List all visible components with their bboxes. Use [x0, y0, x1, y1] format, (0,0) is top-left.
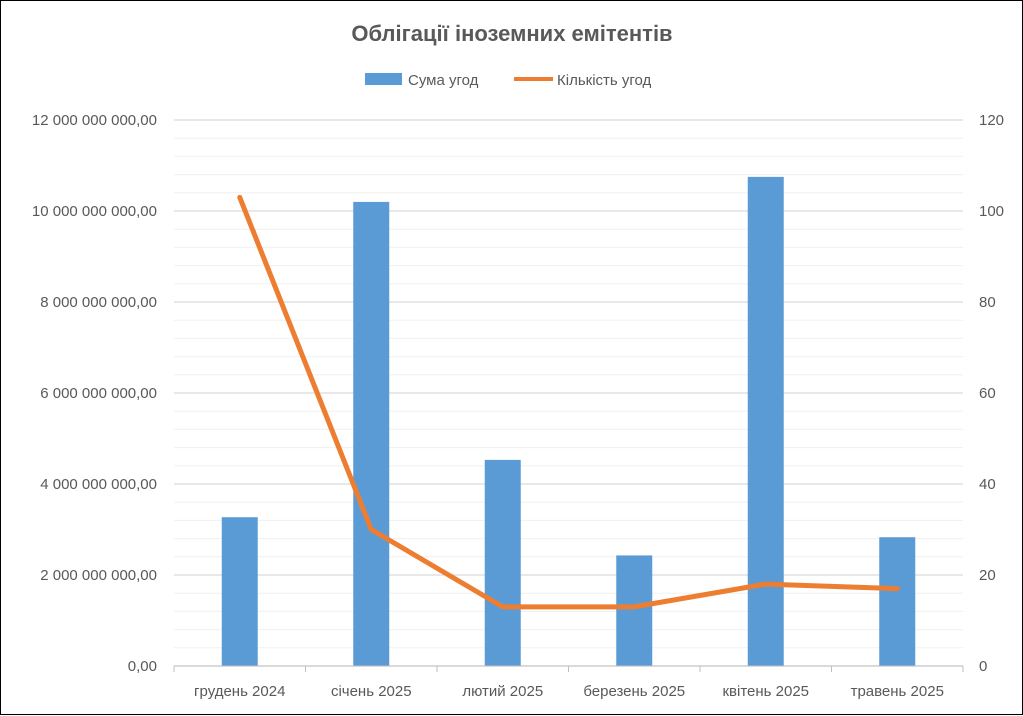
right-axis-tick-label: 80 — [979, 294, 996, 311]
legend-label-bar: Сума угод — [408, 72, 479, 89]
left-axis-tick-label: 0,00 — [128, 658, 157, 675]
x-axis-tick-marks — [173, 666, 964, 672]
left-axis-tick-label: 10 000 000 000,00 — [32, 203, 157, 220]
left-axis-tick-label: 12 000 000 000,00 — [32, 112, 157, 129]
x-axis-tick-label: квітень 2025 — [722, 683, 809, 700]
x-axis-labels: грудень 2024 січень 2025 лютий 2025 березен… — [194, 683, 944, 700]
minor-gridlines — [174, 137, 963, 649]
legend-label-line: Кількість угод — [557, 72, 652, 89]
x-axis-tick-label: лютий 2025 — [462, 683, 543, 700]
right-axis-tick-label: 100 — [979, 203, 1004, 220]
bar — [616, 555, 653, 666]
right-axis-tick-label: 20 — [979, 567, 996, 584]
left-axis-tick-label: 4 000 000 000,00 — [40, 476, 157, 493]
bar — [353, 201, 390, 666]
chart-title: Облігації іноземних емітентів — [351, 21, 672, 46]
left-axis-tick-label: 8 000 000 000,00 — [40, 294, 157, 311]
right-axis-tick-label: 40 — [979, 476, 996, 493]
line-path — [237, 194, 900, 610]
bar — [879, 537, 916, 666]
x-axis-tick-label: грудень 2024 — [194, 683, 285, 700]
right-axis-tick-label: 0 — [979, 658, 987, 675]
right-axis-tick-label: 120 — [979, 112, 1004, 129]
bar-series — [221, 176, 916, 666]
major-gridlines — [174, 119, 963, 667]
x-axis-tick-label: березень 2025 — [583, 683, 685, 700]
left-axis-tick-label: 6 000 000 000,00 — [40, 385, 157, 402]
right-axis-labels: 0 20 40 60 80 100 120 — [979, 112, 1004, 675]
bar — [221, 517, 258, 666]
bar — [484, 459, 521, 666]
line-series — [237, 194, 900, 610]
x-axis-tick-label: січень 2025 — [331, 683, 412, 700]
bar — [747, 176, 784, 666]
x-axis-tick-label: травень 2025 — [851, 683, 944, 700]
legend: Сума угод Кількість угод — [365, 72, 652, 89]
left-axis-labels: 0,00 2 000 000 000,00 4 000 000 000,00 6 00… — [32, 112, 157, 675]
left-axis-tick-label: 2 000 000 000,00 — [40, 567, 157, 584]
right-axis-tick-label: 60 — [979, 385, 996, 402]
legend-swatch-bar — [365, 73, 402, 85]
